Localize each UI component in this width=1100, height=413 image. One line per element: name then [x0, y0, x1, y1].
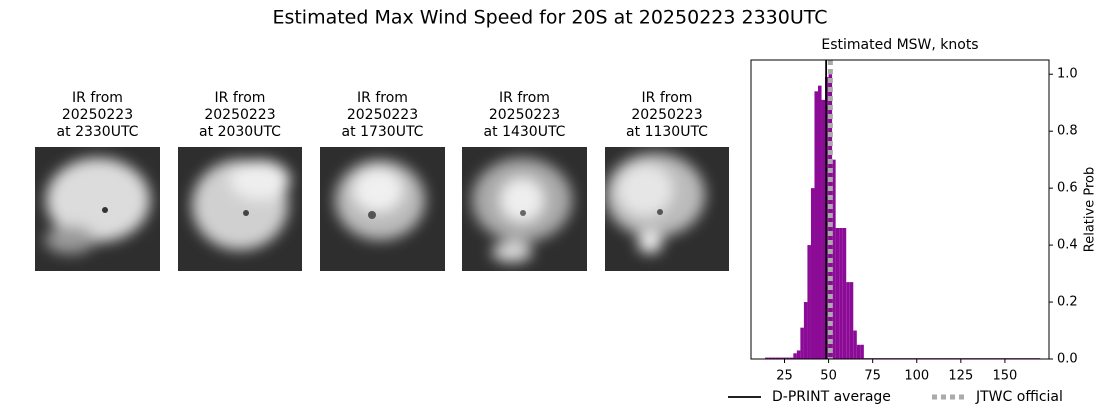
x-tick-label: 50	[820, 369, 837, 384]
bar	[803, 302, 808, 359]
bar	[839, 228, 843, 359]
bar	[772, 357, 776, 359]
bar	[793, 353, 797, 359]
panel-caption: at 2330UTC	[57, 124, 139, 140]
bar	[849, 282, 854, 359]
bar	[765, 357, 769, 359]
panel-caption: IR from	[357, 90, 408, 106]
panel-caption: IR from	[499, 90, 550, 106]
bar	[800, 327, 804, 359]
bar	[807, 245, 811, 359]
y-tick-label: 0.0	[1057, 352, 1078, 367]
panel-caption: at 1130UTC	[626, 124, 708, 140]
bar	[846, 282, 850, 359]
x-tick-label: 75	[864, 369, 881, 384]
legend-label: D-PRINT average	[772, 389, 891, 405]
bar	[835, 228, 840, 359]
x-tick-label: 150	[993, 369, 1018, 384]
bar	[832, 159, 836, 359]
bar	[779, 357, 783, 359]
bar	[775, 357, 780, 359]
panel-caption: at 2030UTC	[199, 124, 281, 140]
bar	[853, 330, 857, 359]
y-axis-label: Relative Prob	[1083, 167, 1098, 252]
panel-caption: IR from	[642, 90, 693, 106]
figure-title: Estimated Max Wind Speed for 20S at 2025…	[272, 7, 827, 29]
panel-caption: 20250223	[489, 107, 560, 123]
bar	[810, 188, 815, 359]
panel-caption: at 1730UTC	[342, 124, 424, 140]
bar	[796, 350, 801, 359]
panel-caption: IR from	[215, 90, 266, 106]
bar	[860, 344, 864, 359]
x-tick-label: 25	[776, 369, 793, 384]
bar	[789, 357, 794, 359]
ir-image	[178, 147, 302, 271]
ir-image	[605, 147, 729, 271]
x-tick-label: 125	[948, 369, 973, 384]
y-tick-label: 1.0	[1057, 67, 1078, 82]
panel-caption: 20250223	[347, 107, 418, 123]
ir-image	[320, 147, 445, 271]
bar	[842, 228, 847, 359]
bar	[782, 357, 787, 359]
y-tick-label: 0.8	[1057, 124, 1078, 139]
bar	[786, 357, 790, 359]
bar	[856, 344, 861, 359]
panel-caption: 20250223	[631, 107, 702, 123]
y-tick-label: 0.2	[1057, 295, 1078, 310]
x-tick-label: 100	[904, 369, 929, 384]
panel-caption: at 1430UTC	[484, 124, 566, 140]
panel-caption: 20250223	[204, 107, 275, 123]
y-tick-label: 0.4	[1057, 238, 1078, 253]
y-tick-label: 0.6	[1057, 181, 1078, 196]
bar	[821, 99, 826, 359]
plot-frame	[750, 59, 1050, 360]
chart-title: Estimated MSW, knots	[821, 37, 978, 53]
panel-caption: IR from	[72, 90, 123, 106]
bar	[768, 357, 773, 359]
panel-caption: 20250223	[62, 107, 133, 123]
ir-image	[462, 147, 587, 271]
bar	[814, 91, 819, 360]
bar	[818, 85, 822, 359]
legend-label: JTWC official	[975, 389, 1063, 405]
ir-image	[35, 147, 160, 271]
